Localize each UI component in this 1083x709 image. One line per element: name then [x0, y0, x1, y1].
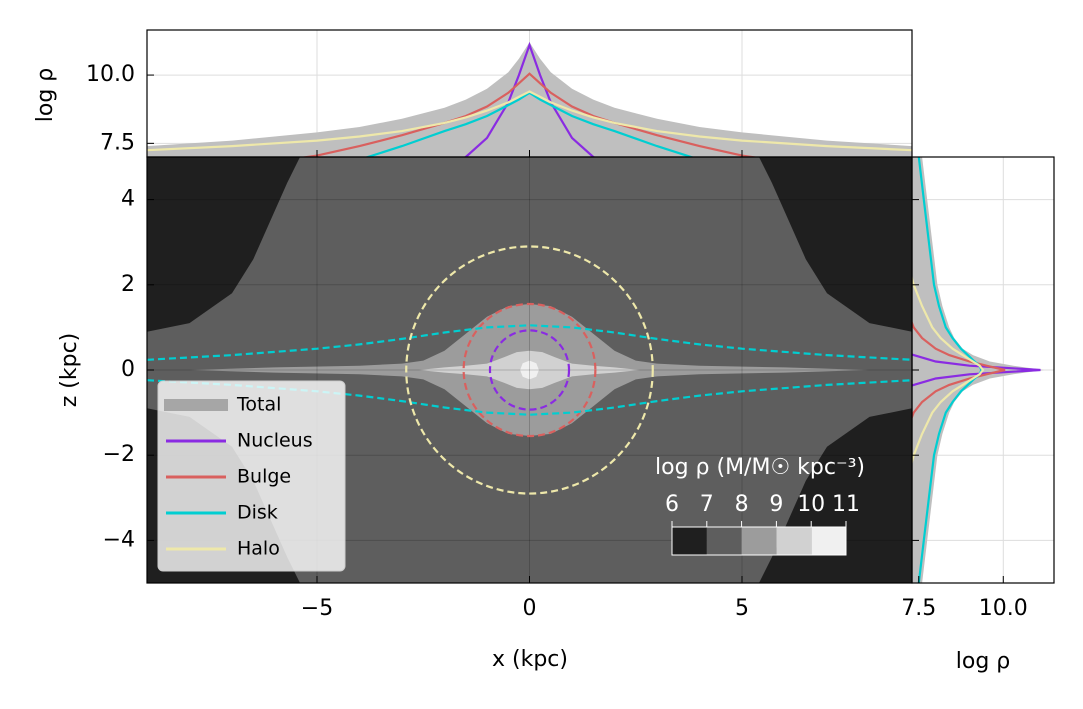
colorbar-segment — [776, 527, 812, 555]
colorbar-label: log ρ (M/M☉ kpc⁻³) — [655, 455, 865, 480]
colorbar-segment — [741, 527, 777, 555]
legend-label: Total — [236, 394, 281, 416]
axes: −5 0 5 −4 −2 0 2 4 7.5 10.0 7.5 10.0 — [86, 62, 1028, 621]
component-contour — [488, 329, 571, 411]
legend-swatch — [164, 399, 228, 411]
y-tick-label: 2 — [121, 272, 135, 297]
side-profile-line — [912, 353, 1041, 387]
side-profile-line — [912, 274, 985, 466]
legend: Total Nucleus Bulge Disk Halo — [157, 380, 346, 572]
colorbar: log ρ (M/M☉ kpc⁻³) 6 7 8 9 10 11 — [655, 455, 865, 556]
colorbar-tick-label: 9 — [769, 492, 783, 517]
top-profile-line — [147, 90, 912, 152]
top-panel — [147, 30, 912, 157]
x-tick-label: 5 — [735, 596, 749, 621]
top-y-axis-label: log ρ — [33, 68, 58, 123]
y-tick-label: 0 — [121, 357, 135, 382]
y-tick-label: −4 — [103, 527, 135, 552]
y-axis-label: z (kpc) — [57, 333, 82, 408]
side-x-tick-label: 10.0 — [979, 596, 1028, 621]
colorbar-tick-label: 7 — [700, 492, 714, 517]
legend-label: Disk — [237, 502, 278, 524]
colorbar-tick-label: 11 — [832, 492, 860, 517]
component-contour — [147, 324, 912, 416]
colorbar-tick-label: 8 — [735, 492, 749, 517]
colorbar-frame — [671, 526, 847, 556]
top-profile-line — [463, 41, 596, 157]
top-y-tick-label: 10.0 — [86, 62, 135, 87]
side-profile-line — [917, 157, 983, 583]
total-area — [147, 42, 912, 157]
side-profile-line — [912, 320, 1006, 420]
total-area — [912, 157, 1044, 583]
colorbar-segment — [811, 527, 846, 555]
top-profile-line — [364, 91, 695, 157]
x-tick-label: 0 — [523, 596, 537, 621]
y-tick-label: −2 — [103, 442, 135, 467]
legend-label: Bulge — [237, 466, 291, 488]
legend-label: Halo — [237, 538, 280, 560]
legend-box — [157, 380, 346, 572]
colorbar-segment — [706, 527, 742, 555]
y-tick-label: 4 — [121, 187, 135, 212]
colorbar-tick-label: 6 — [665, 492, 679, 517]
top-profile-line — [299, 72, 760, 157]
x-tick-label: −5 — [301, 596, 333, 621]
density-contour — [520, 360, 539, 380]
side-x-axis-label: log ρ — [956, 649, 1011, 674]
component-contour — [462, 302, 597, 438]
colorbar-tick-label: 10 — [797, 492, 825, 517]
component-contour — [405, 245, 654, 495]
top-y-tick-label: 7.5 — [100, 130, 135, 155]
legend-label: Nucleus — [237, 430, 313, 452]
x-axis-label: x (kpc) — [492, 647, 568, 672]
main-frame — [146, 156, 913, 584]
side-x-tick-label: 7.5 — [901, 596, 936, 621]
colorbar-segment — [672, 527, 707, 555]
